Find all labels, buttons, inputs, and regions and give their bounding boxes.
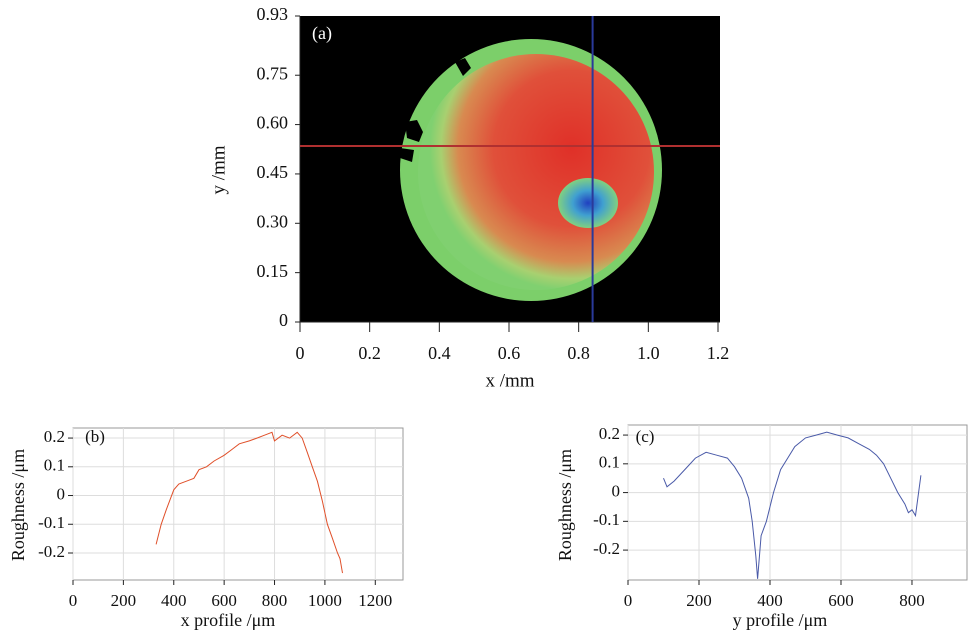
x-tick-label: 200	[111, 591, 137, 610]
profile-line	[155, 431, 343, 574]
y-tick-label: 0	[612, 481, 621, 500]
x-tick-label: 600	[828, 591, 854, 610]
panel-label: (a)	[312, 23, 332, 44]
sample-image	[300, 16, 720, 322]
x-tick-label: 0.6	[498, 343, 521, 363]
panel-label: (b)	[85, 427, 105, 446]
x-axis-label: x profile /μm	[181, 610, 276, 630]
x-tick-label: 1.2	[707, 343, 730, 363]
y-tick-label: 0.1	[44, 456, 65, 475]
y-tick-label: -0.2	[38, 542, 65, 561]
x-axis-label: y profile /μm	[733, 610, 828, 630]
x-tick-label: 400	[161, 591, 187, 610]
y-tick-label: -0.2	[593, 539, 620, 558]
x-tick-label: 200	[686, 591, 712, 610]
y-tick-label: 0	[279, 310, 288, 330]
y-tick-label: 0.2	[44, 427, 65, 446]
y-tick-label: 0.1	[599, 453, 620, 472]
plot-frame	[627, 424, 968, 581]
plot-frame	[72, 427, 404, 581]
y-tick-label: 0	[57, 484, 66, 503]
x-tick-label: 0.4	[428, 343, 451, 363]
y-tick-label: -0.1	[593, 510, 620, 529]
x-tick-label: 1.0	[637, 343, 660, 363]
x-tick-label: 400	[757, 591, 783, 610]
profile-line	[663, 431, 922, 579]
x-tick-label: 0.8	[567, 343, 590, 363]
y-axis-label: Roughness /μm	[8, 449, 28, 561]
y-axis-label: y /mm	[208, 145, 229, 194]
x-tick-label: 0	[296, 343, 305, 363]
panel-label: (c)	[636, 427, 655, 446]
x-tick-label: 1000	[308, 591, 342, 610]
x-tick-label: 1200	[358, 591, 392, 610]
y-tick-label: -0.1	[38, 513, 65, 532]
x-axis-label: x /mm	[485, 370, 534, 391]
x-tick-label: 600	[211, 591, 237, 610]
x-tick-label: 0	[69, 591, 78, 610]
y-axis-label: Roughness /μm	[555, 449, 575, 561]
x-tick-label: 0	[624, 591, 633, 610]
y-tick-label: 0.93	[257, 4, 289, 24]
y-tick-label: 0.75	[257, 63, 289, 83]
y-tick-label: 0.45	[257, 162, 289, 182]
x-tick-label: 800	[262, 591, 288, 610]
x-tick-label: 800	[899, 591, 925, 610]
y-tick-label: 0.30	[257, 211, 289, 231]
y-tick-label: 0.2	[599, 424, 620, 443]
y-tick-label: 0.15	[257, 261, 289, 281]
x-tick-label: 0.2	[358, 343, 381, 363]
y-tick-label: 0.60	[257, 113, 289, 133]
